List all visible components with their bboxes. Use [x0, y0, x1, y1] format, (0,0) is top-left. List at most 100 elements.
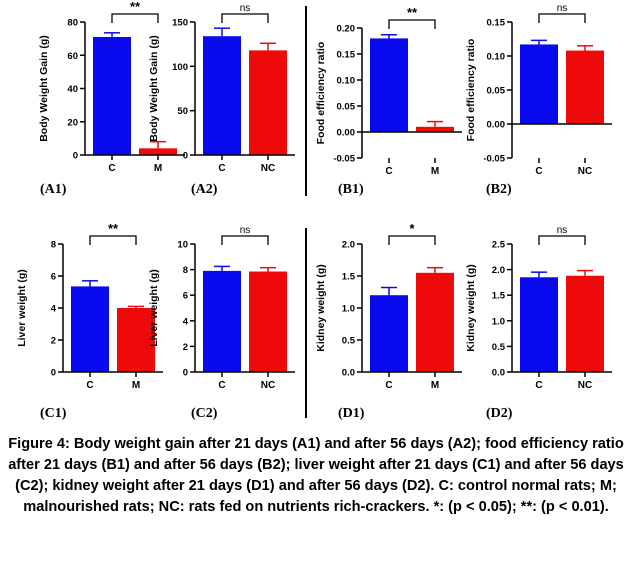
y-tick-label-d2: 0.0 [492, 368, 505, 379]
panel-label-b1: (B1) [338, 182, 364, 197]
chart-c1: 0 2 4 6 8 C M Liver weight (g) ** [16, 221, 163, 391]
y-tick-label-a1: 80 [67, 18, 78, 29]
y-axis-label-b2: Food efficiency ratio [465, 39, 477, 142]
x-tick-label-b2-nc: NC [578, 166, 592, 177]
y-tick-label-b1: 0.20 [337, 24, 356, 35]
significance-bracket-a2 [221, 13, 269, 23]
chart-d2: 0.0 0.5 1.0 1.5 2.0 2.5 C NC Kidney weight (g) ns [465, 225, 612, 391]
x-tick-label-d1-c: C [385, 380, 392, 391]
panel-label-d2: (D2) [486, 406, 513, 421]
y-axis-label-a2: Body Weight Gain (g) [148, 35, 160, 142]
y-tick-label-d1: 1.0 [342, 304, 355, 315]
y-tick-label-b2: 0.10 [487, 52, 506, 63]
chart-b1: -0.05 0.00 0.05 0.10 0.15 0.20 C M Food efficien… [315, 5, 462, 177]
y-tick-label-a1: 0 [73, 151, 78, 162]
x-tick-label-b1-m: M [431, 166, 439, 177]
significance-bracket-c1 [89, 235, 137, 245]
y-tick-label-c2: 2 [183, 342, 188, 353]
divider-top [305, 6, 307, 196]
bar-b2-nc [566, 50, 604, 125]
y-tick-label-c1: 2 [51, 336, 56, 347]
x-tick-label-b2-c: C [535, 166, 542, 177]
significance-bracket-b1 [388, 19, 436, 29]
bar-a2-c [203, 36, 241, 155]
significance-label-b2: ns [557, 3, 568, 14]
x-tick-label-d1-m: M [431, 380, 439, 391]
x-tick-label-a2-c: C [218, 163, 225, 174]
bar-d1-m [416, 272, 454, 372]
y-tick-label-c2: 0 [183, 368, 188, 379]
x-tick-label-a1-c: C [108, 163, 115, 174]
panel-label-a1: (A1) [40, 182, 67, 197]
y-tick-label-d2: 2.0 [492, 265, 505, 276]
y-tick-label-a2: 50 [177, 106, 188, 117]
significance-bracket-d2 [538, 235, 586, 245]
panel-label-a2: (A2) [191, 182, 218, 197]
x-tick-label-c1-m: M [132, 380, 140, 391]
significance-label-a1: ** [130, 0, 141, 14]
bar-c1-m [117, 308, 155, 372]
x-tick-label-c2-c: C [218, 380, 225, 391]
y-tick-label-d1: 1.5 [342, 272, 356, 283]
y-tick-label-a2: 100 [172, 62, 188, 73]
chart-a2: 0 50 100 150 C NC Body Weight Gain (g) ns [148, 3, 295, 174]
significance-bracket-a1 [111, 13, 159, 23]
chart-b2: -0.05 0.00 0.05 0.10 0.15 C NC Food efficiency … [465, 3, 612, 177]
y-tick-label-a1: 20 [67, 117, 78, 128]
y-axis-label-c1: Liver weight (g) [16, 269, 28, 347]
panel-label-c2: (C2) [191, 406, 218, 421]
significance-label-d1: * [409, 221, 415, 236]
y-axis-label-d2: Kidney weight (g) [465, 264, 477, 352]
y-axis-label-a1: Body Weight Gain (g) [38, 35, 50, 142]
x-tick-label-b1-c: C [385, 166, 392, 177]
y-tick-label-c1: 0 [51, 368, 56, 379]
y-axis-label-b1: Food efficiency ratio [315, 42, 327, 145]
y-tick-label-a1: 40 [67, 84, 78, 95]
bar-b2-c [520, 44, 558, 124]
y-tick-label-b2: -0.05 [483, 154, 505, 165]
y-tick-label-b1: 0.10 [337, 76, 356, 87]
bar-b1-m [416, 126, 454, 132]
y-tick-label-b1: 0.00 [337, 128, 356, 139]
y-tick-label-a1: 60 [67, 51, 78, 62]
bar-a1-c [93, 36, 131, 155]
significance-bracket-b2 [538, 13, 586, 23]
y-tick-label-b2: 0.15 [487, 18, 506, 29]
bar-c1-c [71, 286, 109, 372]
y-tick-label-d2: 1.5 [492, 291, 506, 302]
significance-bracket-d1 [388, 235, 436, 245]
y-tick-label-a2: 0 [183, 151, 188, 162]
bar-d1-c [370, 295, 408, 372]
y-tick-label-c2: 6 [183, 291, 188, 302]
bar-c2-nc [249, 271, 287, 372]
panel-label-c1: (C1) [40, 406, 67, 421]
x-tick-label-d2-c: C [535, 380, 542, 391]
x-tick-label-c2-nc: NC [261, 380, 275, 391]
y-tick-label-b1: -0.05 [333, 154, 355, 165]
significance-label-c1: ** [108, 221, 119, 236]
significance-label-b1: ** [407, 5, 418, 20]
y-tick-label-d1: 0.0 [342, 368, 355, 379]
chart-d1: 0.0 0.5 1.0 1.5 2.0 C M Kidney weight (g) * [315, 221, 462, 391]
panel-label-b2: (B2) [486, 182, 512, 197]
bar-c2-c [203, 270, 241, 372]
y-tick-label-d1: 0.5 [342, 336, 356, 347]
bar-a2-nc [249, 50, 287, 155]
panel-label-d1: (D1) [338, 406, 365, 421]
divider-bottom [305, 228, 307, 418]
y-tick-label-a2: 150 [172, 18, 188, 29]
y-tick-label-d2: 1.0 [492, 316, 505, 327]
significance-label-a2: ns [240, 3, 251, 14]
y-tick-label-d2: 0.5 [492, 342, 506, 353]
y-tick-label-c2: 10 [177, 240, 188, 251]
significance-label-c2: ns [240, 225, 251, 236]
y-tick-label-c2: 8 [183, 265, 188, 276]
bar-d2-c [520, 277, 558, 372]
y-tick-label-c1: 4 [51, 304, 57, 315]
y-tick-label-d1: 2.0 [342, 240, 355, 251]
y-tick-label-c1: 8 [51, 240, 56, 251]
chart-a1: 0 20 40 60 80 C M Body Weight Gain (g) ** [38, 0, 185, 174]
x-tick-label-c1-c: C [86, 380, 93, 391]
x-tick-label-d2-nc: NC [578, 380, 592, 391]
